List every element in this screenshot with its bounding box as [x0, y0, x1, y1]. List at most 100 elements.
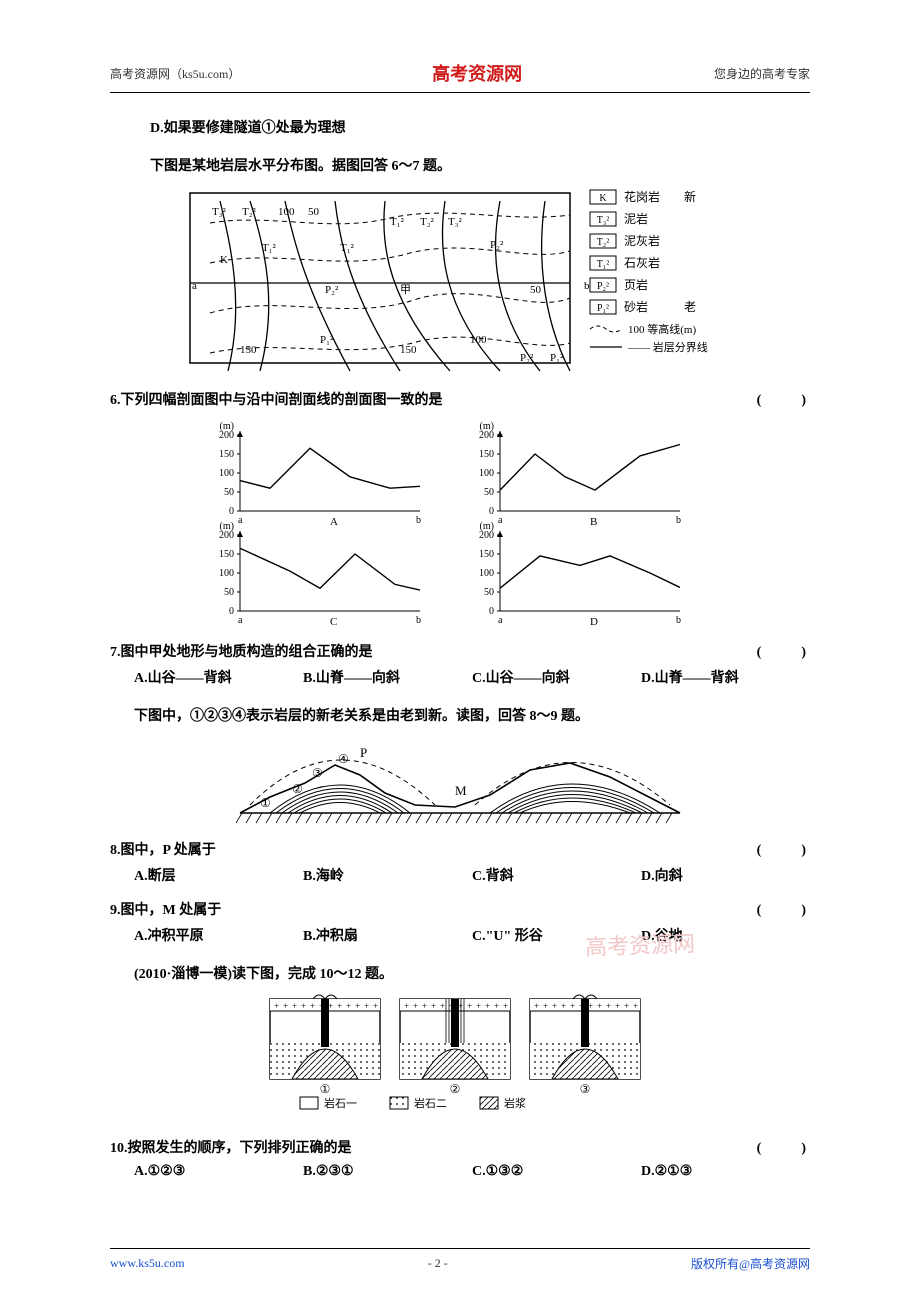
svg-text:石灰岩: 石灰岩 — [624, 255, 660, 270]
q9-opt-c: C."U" 形谷 — [472, 925, 641, 945]
volcano-svg: ++++++++++++①++++++++++++②++++++++++++③岩… — [250, 993, 670, 1123]
q10-opt-d: D.②①③ — [641, 1163, 810, 1180]
svg-text:0: 0 — [229, 606, 234, 617]
q9-text: 9.图中，M 处属于 — [110, 899, 221, 919]
svg-text:+: + — [467, 1001, 472, 1011]
svg-text:砂岩: 砂岩 — [624, 299, 648, 314]
q10-choices: A.①②③ B.②③① C.①③② D.②①③ — [134, 1163, 810, 1180]
svg-text:50: 50 — [224, 587, 234, 598]
q9-choices: A.冲积平原 B.冲积扇 C."U" 形谷 D.谷地 — [134, 925, 810, 945]
svg-text:150: 150 — [219, 549, 234, 560]
svg-text:+: + — [364, 1001, 369, 1011]
svg-text:(m): (m) — [480, 421, 494, 432]
svg-text:100: 100 — [219, 468, 234, 479]
svg-text:A: A — [330, 516, 338, 528]
svg-text:+: + — [440, 1001, 445, 1011]
svg-text:T₁²: T₁² — [262, 242, 277, 254]
svg-text:①: ① — [320, 1082, 331, 1096]
figure-geomap: T₃²T₂²10050T₁²T₂²T₃²KT₁²T₁²P₂²aP₂²甲50b15… — [110, 185, 810, 375]
svg-text:P: P — [360, 745, 367, 760]
svg-text:a: a — [498, 615, 503, 626]
svg-text:(m): (m) — [220, 421, 234, 432]
figure-fold: ①②③④PM — [110, 735, 810, 825]
svg-text:50: 50 — [308, 206, 320, 218]
svg-text:150: 150 — [400, 344, 417, 356]
svg-text:150: 150 — [240, 344, 257, 356]
q7-opt-b: B.山脊——向斜 — [303, 667, 472, 687]
svg-text:岩石一: 岩石一 — [324, 1096, 357, 1110]
svg-text:P₂²: P₂² — [325, 284, 339, 296]
svg-text:+: + — [476, 1001, 481, 1011]
svg-text:0: 0 — [229, 506, 234, 517]
q8-choices: A.断层 B.海岭 C.背斜 D.向斜 — [134, 865, 810, 885]
svg-text:+: + — [346, 1001, 351, 1011]
svg-text:+: + — [606, 1001, 611, 1011]
svg-text:+: + — [494, 1001, 499, 1011]
svg-text:b: b — [584, 280, 590, 292]
svg-text:+: + — [310, 1001, 315, 1011]
svg-text:B: B — [590, 516, 597, 528]
svg-text:T₃²: T₃² — [212, 206, 227, 218]
svg-text:D: D — [590, 616, 598, 627]
option-d-q5: D.如果要修建隧道①处最为理想 — [150, 117, 810, 137]
svg-text:+: + — [633, 1001, 638, 1011]
svg-text:b: b — [416, 615, 421, 626]
svg-text:T₁²: T₁² — [597, 259, 610, 270]
svg-text:+: + — [292, 1001, 297, 1011]
svg-text:岩浆: 岩浆 — [504, 1096, 526, 1110]
svg-text:0: 0 — [489, 506, 494, 517]
svg-text:a: a — [238, 615, 243, 626]
svg-text:a: a — [498, 515, 503, 526]
svg-text:+: + — [355, 1001, 360, 1011]
q10-opt-a: A.①②③ — [134, 1163, 303, 1180]
svg-text:+: + — [373, 1001, 378, 1011]
svg-text:+: + — [431, 1001, 436, 1011]
svg-text:150: 150 — [479, 449, 494, 460]
svg-text:+: + — [534, 1001, 539, 1011]
q9-blank: ( ) — [757, 899, 810, 919]
svg-text:P₁²: P₁² — [320, 334, 334, 346]
q7-opt-a: A.山谷——背斜 — [134, 667, 303, 687]
svg-text:甲: 甲 — [400, 284, 411, 296]
svg-text:+: + — [597, 1001, 602, 1011]
svg-text:+: + — [485, 1001, 490, 1011]
q9-opt-a: A.冲积平原 — [134, 925, 303, 945]
question-6: 6.下列四幅剖面图中与沿中间剖面线的剖面图一致的是 ( ) — [110, 389, 810, 409]
figure-profiles: 200150100500(m)abA200150100500(m)abB2001… — [110, 417, 810, 627]
svg-text:+: + — [422, 1001, 427, 1011]
q6-text: 6.下列四幅剖面图中与沿中间剖面线的剖面图一致的是 — [110, 389, 443, 409]
fold-svg: ①②③④PM — [230, 735, 690, 825]
svg-text:+: + — [274, 1001, 279, 1011]
svg-text:+: + — [301, 1001, 306, 1011]
q7-blank: ( ) — [757, 641, 810, 661]
svg-text:K: K — [599, 193, 607, 204]
svg-text:C: C — [330, 616, 337, 627]
q8-opt-c: C.背斜 — [472, 865, 641, 885]
svg-text:—— 岩层分界线: —— 岩层分界线 — [627, 340, 708, 354]
svg-text:泥灰岩: 泥灰岩 — [624, 233, 660, 248]
svg-text:T₂²: T₂² — [242, 206, 257, 218]
svg-text:T₁²: T₁² — [390, 216, 405, 228]
svg-text:+: + — [561, 1001, 566, 1011]
q8-opt-a: A.断层 — [134, 865, 303, 885]
intro-67: 下图是某地岩层水平分布图。据图回答 6～7 题。 — [150, 155, 810, 175]
q7-opt-d: D.山脊——背斜 — [641, 667, 810, 687]
q8-opt-d: D.向斜 — [641, 865, 810, 885]
svg-text:页岩: 页岩 — [624, 277, 648, 292]
profiles-svg: 200150100500(m)abA200150100500(m)abB2001… — [200, 417, 720, 627]
svg-text:0: 0 — [489, 606, 494, 617]
q10-blank: ( ) — [757, 1137, 810, 1157]
figure-volcano: ++++++++++++①++++++++++++②++++++++++++③岩… — [110, 993, 810, 1123]
svg-text:+: + — [337, 1001, 342, 1011]
question-10: 10.按照发生的顺序，下列排列正确的是 ( ) — [110, 1137, 810, 1157]
svg-text:T₁²: T₁² — [340, 242, 355, 254]
svg-text:+: + — [543, 1001, 548, 1011]
svg-text:100: 100 — [219, 568, 234, 579]
q10-opt-b: B.②③① — [303, 1163, 472, 1180]
svg-text:③: ③ — [580, 1082, 591, 1096]
q8-blank: ( ) — [757, 839, 810, 859]
header-center: 高考资源网 — [432, 60, 522, 86]
header-left: 高考资源网（ks5u.com） — [110, 65, 240, 82]
svg-text:+: + — [570, 1001, 575, 1011]
svg-text:150: 150 — [479, 549, 494, 560]
